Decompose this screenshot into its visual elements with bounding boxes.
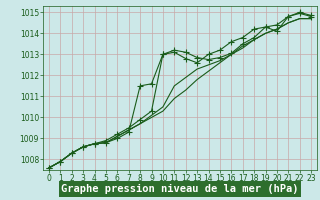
Text: Graphe pression niveau de la mer (hPa): Graphe pression niveau de la mer (hPa) [61, 184, 299, 194]
